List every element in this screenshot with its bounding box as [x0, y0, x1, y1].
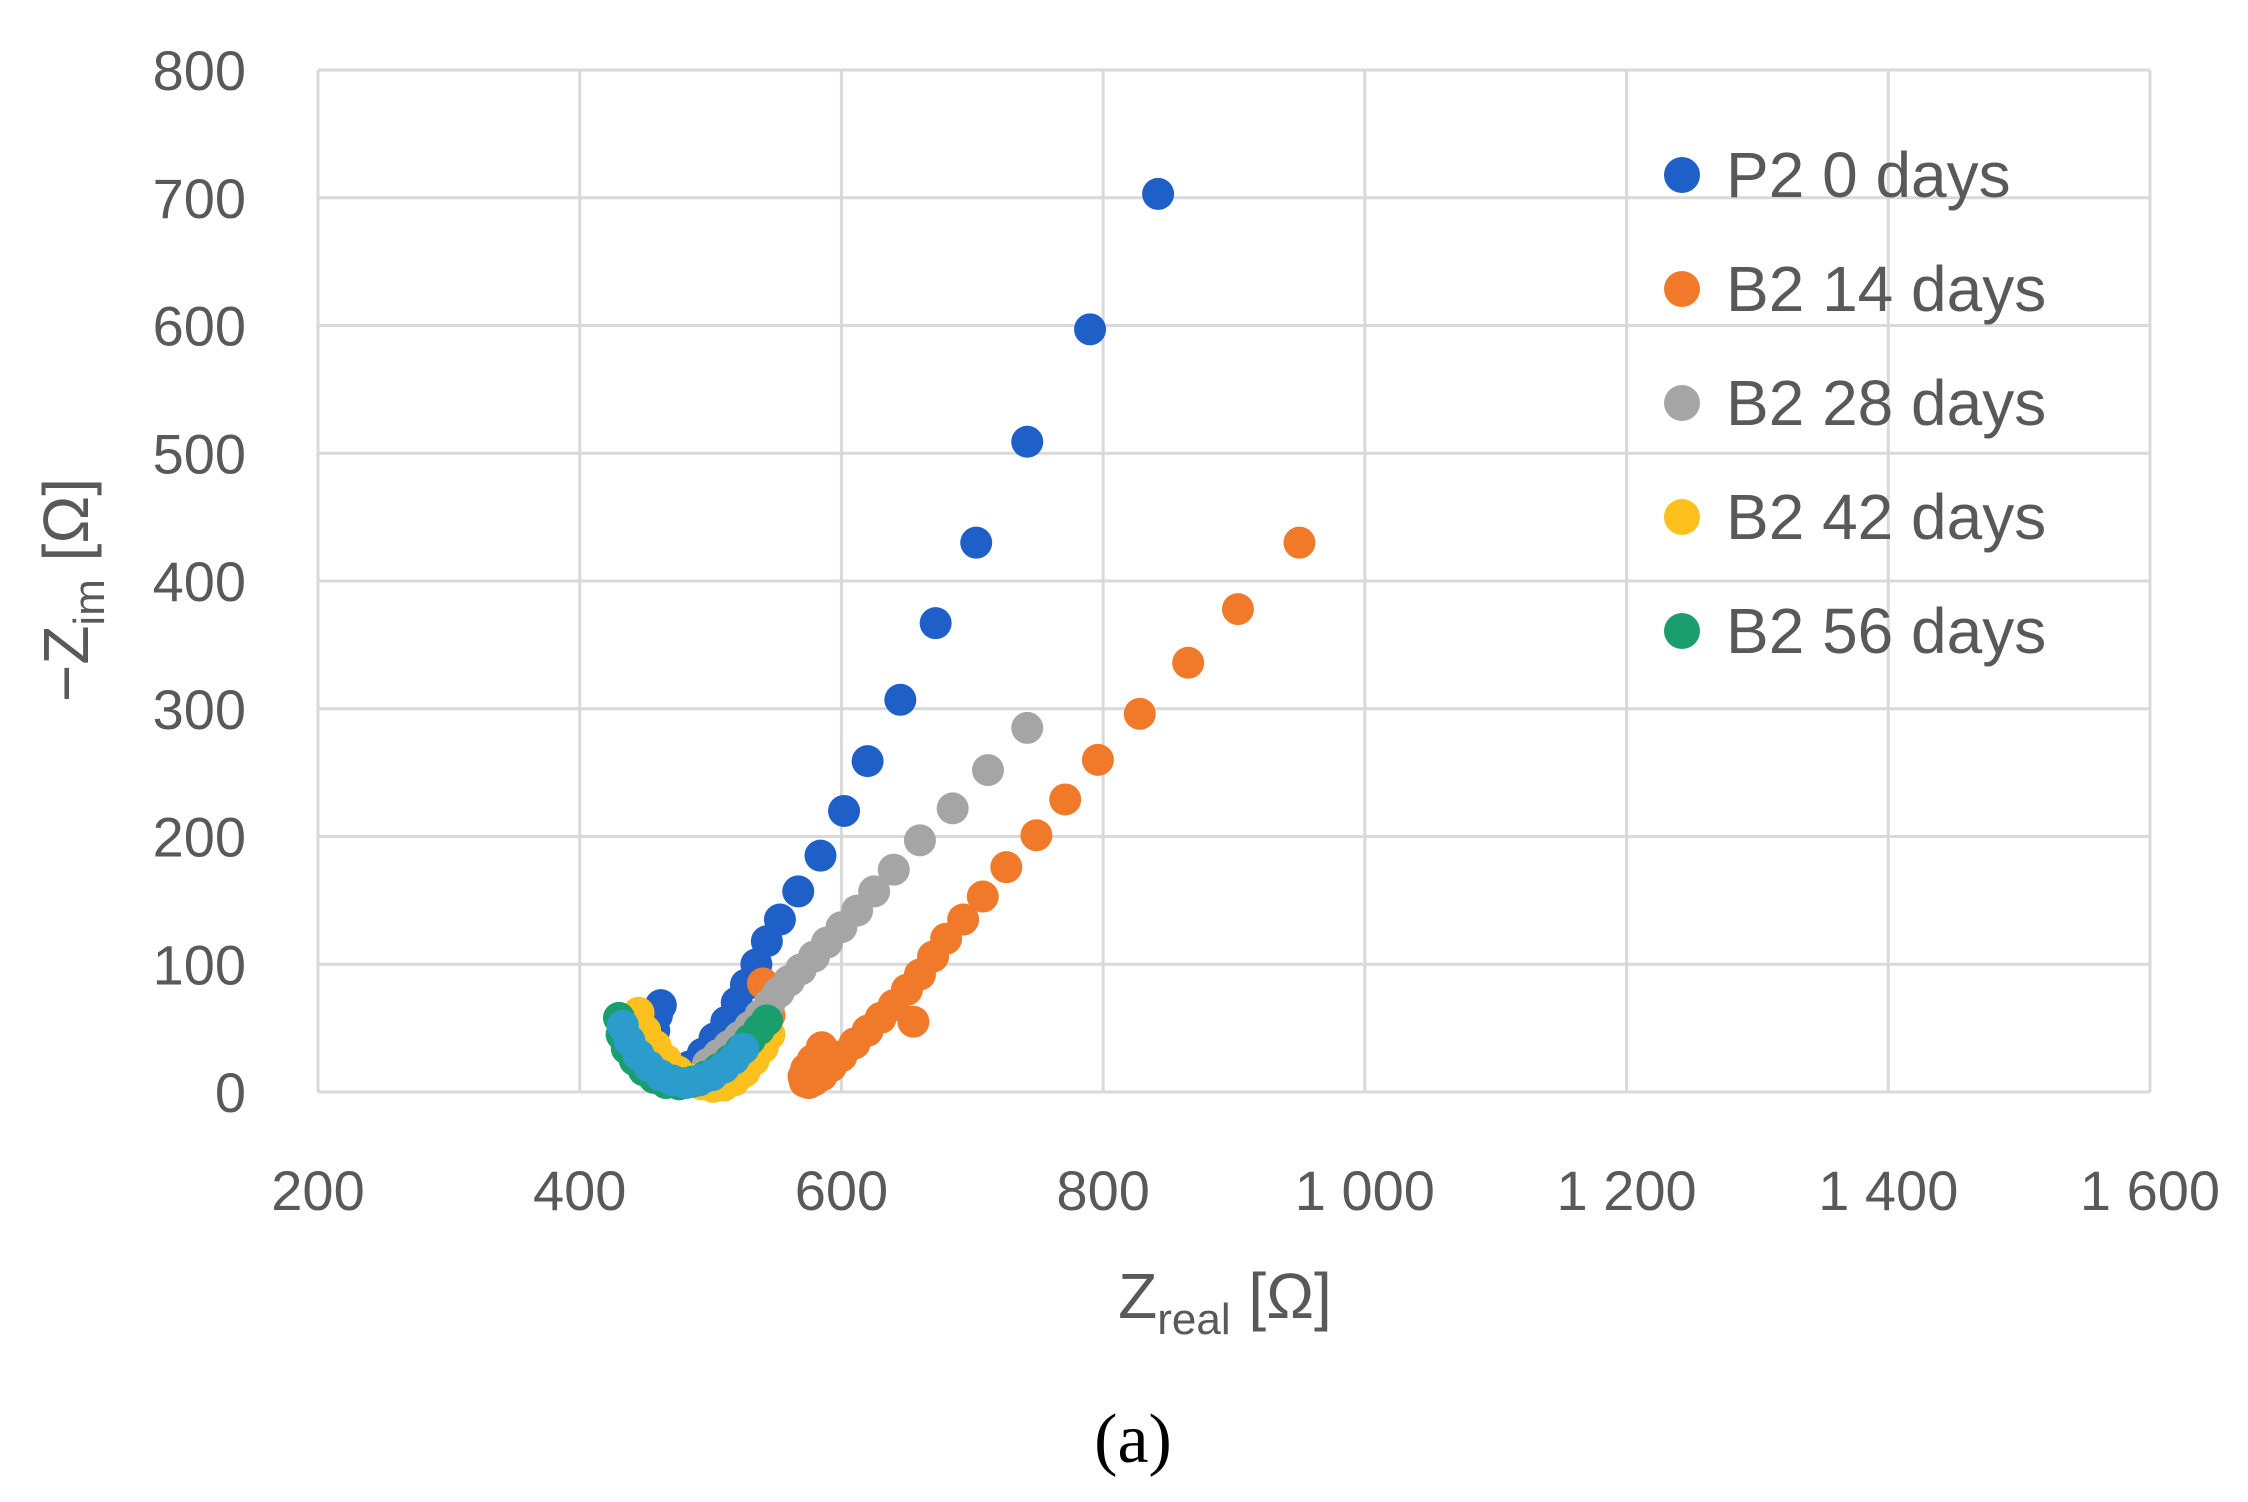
x-axis-title: Zreal [Ω] — [1118, 1260, 1332, 1344]
data-point — [1142, 177, 1175, 210]
x-tick-labels: 200 400 600 800 1 000 1 200 1 400 1 600 — [271, 1159, 2220, 1222]
data-point — [1074, 313, 1107, 346]
x-axis-title-sub: real — [1157, 1295, 1230, 1344]
data-point — [828, 794, 861, 827]
y-tick-label: 800 — [153, 39, 246, 102]
x-tick-label: 1 200 — [1557, 1159, 1697, 1222]
x-tick-label: 1 400 — [1818, 1159, 1958, 1222]
x-tick-label: 600 — [795, 1159, 888, 1222]
data-point — [1049, 783, 1082, 816]
y-tick-label: 600 — [153, 295, 246, 358]
y-axis-title-prefix: −Z — [30, 626, 102, 702]
legend-label: B2 42 days — [1726, 481, 2046, 553]
y-axis-title-unit: [Ω] — [30, 478, 102, 579]
data-point — [936, 792, 969, 825]
data-point — [1172, 646, 1205, 679]
x-tick-label: 200 — [271, 1159, 364, 1222]
data-point — [727, 1032, 760, 1065]
data-point — [903, 824, 936, 857]
data-point — [897, 1005, 930, 1038]
y-tick-label: 700 — [153, 167, 246, 230]
data-point — [877, 853, 910, 886]
data-point — [1081, 743, 1114, 776]
x-tick-label: 800 — [1056, 1159, 1149, 1222]
x-axis-title-main: Z — [1118, 1260, 1157, 1332]
x-tick-label: 400 — [533, 1159, 626, 1222]
data-point — [1221, 593, 1254, 626]
x-tick-label: 1 600 — [2080, 1159, 2220, 1222]
data-point — [1020, 819, 1053, 852]
panel-label: (a) — [1094, 1401, 1172, 1478]
legend-label: B2 28 days — [1726, 367, 2046, 439]
data-point — [884, 683, 917, 716]
y-axis-title: −Zim [Ω] — [30, 478, 114, 702]
data-point — [750, 1004, 783, 1037]
data-points — [602, 177, 1316, 1103]
data-point — [851, 745, 884, 778]
y-axis-title-sub: im — [65, 579, 114, 625]
data-point — [960, 526, 993, 559]
y-tick-label: 200 — [153, 806, 246, 869]
data-point — [1011, 425, 1044, 458]
data-point — [919, 607, 952, 640]
y-tick-label: 0 — [215, 1061, 246, 1124]
data-point — [1283, 526, 1316, 559]
data-point — [805, 1031, 838, 1064]
data-point — [990, 851, 1023, 884]
data-point — [782, 875, 815, 908]
legend-label: B2 14 days — [1726, 253, 2046, 325]
data-point — [966, 880, 999, 913]
x-axis-title-unit: [Ω] — [1231, 1260, 1332, 1332]
data-point — [804, 839, 837, 872]
legend-marker — [1664, 271, 1700, 307]
legend-marker — [1664, 157, 1700, 193]
y-tick-labels: 0 100 200 300 400 500 600 700 800 — [153, 39, 246, 1124]
data-point — [1011, 711, 1044, 744]
y-tick-label: 400 — [153, 550, 246, 613]
data-point — [971, 754, 1004, 787]
legend-marker — [1664, 613, 1700, 649]
legend: P2 0 days B2 14 days B2 28 days B2 42 days B… — [1664, 139, 2046, 667]
grid-lines — [316, 68, 2152, 1094]
y-tick-label: 500 — [153, 422, 246, 485]
y-tick-label: 100 — [153, 933, 246, 996]
y-tick-label: 300 — [153, 678, 246, 741]
legend-label: P2 0 days — [1726, 139, 2011, 211]
legend-marker — [1664, 499, 1700, 535]
legend-label: B2 56 days — [1726, 595, 2046, 667]
legend-marker — [1664, 385, 1700, 421]
data-point — [1123, 697, 1156, 730]
x-tick-label: 1 000 — [1295, 1159, 1435, 1222]
